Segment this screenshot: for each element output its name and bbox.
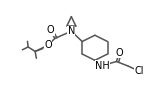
Text: Cl: Cl (135, 66, 144, 76)
Text: O: O (44, 40, 52, 50)
Text: O: O (115, 48, 123, 58)
Text: N: N (68, 26, 75, 36)
Text: O: O (47, 25, 54, 35)
Text: NH: NH (95, 61, 110, 71)
